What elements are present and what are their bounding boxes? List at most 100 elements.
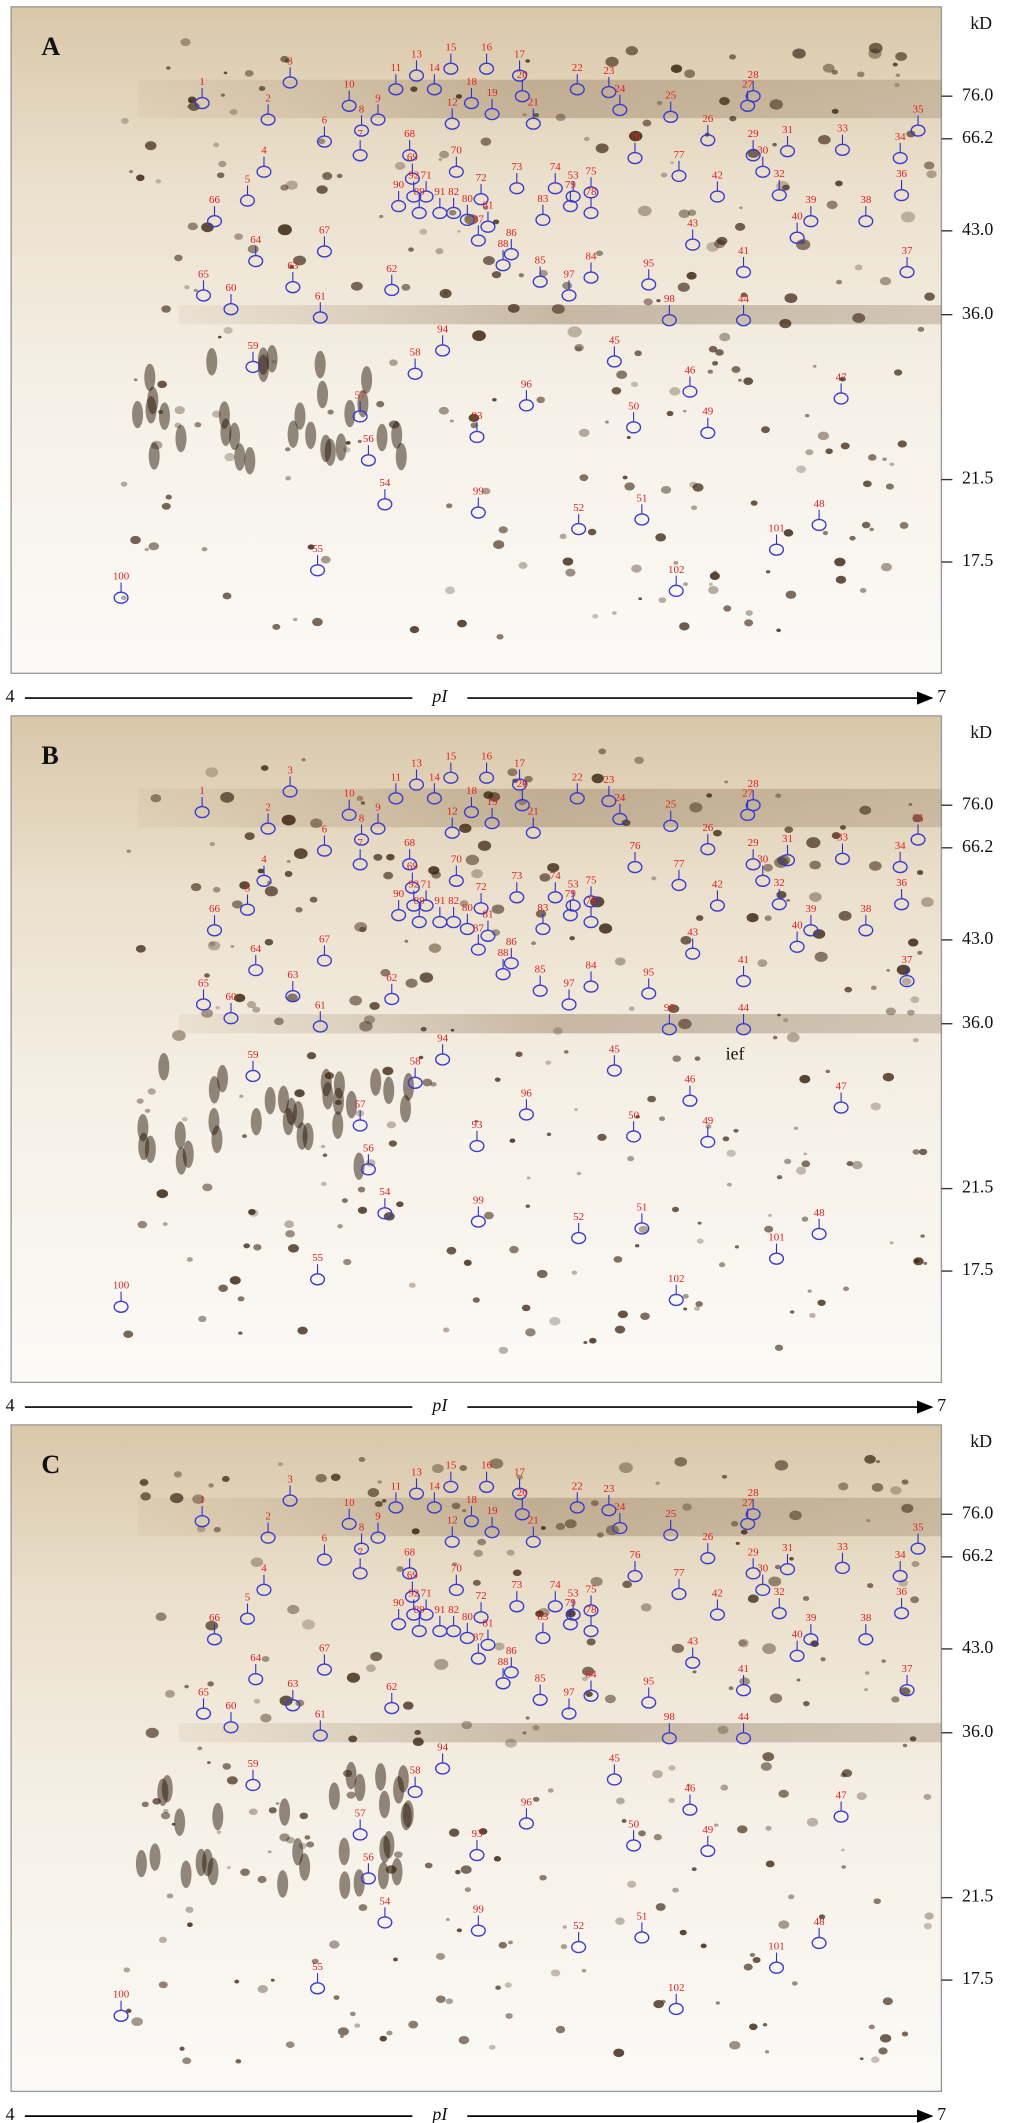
spot-circle xyxy=(700,133,716,147)
x-axis-end: 7 xyxy=(937,1395,946,1415)
mw-marker: 36.0 xyxy=(962,1721,993,1741)
gel-spot xyxy=(831,69,838,75)
spot-circle xyxy=(735,1023,752,1036)
spot-circle xyxy=(583,1689,599,1702)
gel-spot xyxy=(525,1204,531,1208)
gel-spot xyxy=(296,1122,308,1150)
gel-spot xyxy=(158,1936,167,1943)
gel-spot xyxy=(218,1284,228,1292)
spot-circle xyxy=(755,165,771,178)
spot-label: 73 xyxy=(511,870,522,882)
gel-spot xyxy=(668,1765,676,1771)
spot-label: 30 xyxy=(757,145,768,157)
gel-spot xyxy=(354,1773,366,1802)
gel-spot xyxy=(713,829,722,837)
spot-label: 21 xyxy=(528,806,539,818)
spot-label: 45 xyxy=(609,1043,620,1055)
gel-spot xyxy=(765,1860,775,1868)
spot-circle xyxy=(223,1012,239,1025)
gel-spot xyxy=(547,862,560,873)
spot-circle xyxy=(514,1508,530,1521)
gel-spot xyxy=(317,138,326,145)
spot-label: 39 xyxy=(805,1612,816,1624)
gel-spot xyxy=(207,1857,219,1886)
spot-circle xyxy=(532,275,548,288)
spot-label: 50 xyxy=(628,400,639,412)
gel-spot xyxy=(683,1307,688,1311)
gel-spot xyxy=(357,439,362,444)
gel-spot xyxy=(626,436,631,440)
spot-circle xyxy=(404,881,420,894)
gel-spot xyxy=(730,1520,739,1527)
spot-label: 51 xyxy=(636,1910,647,1922)
spot-label: 48 xyxy=(814,498,825,510)
gel-spot xyxy=(892,62,898,67)
gel-spot xyxy=(343,1258,352,1266)
spot-circle xyxy=(612,1521,628,1535)
spot-label: 90 xyxy=(393,888,404,900)
spot-circle xyxy=(626,421,642,434)
gel-spot xyxy=(145,1727,159,1738)
spot-label: 3 xyxy=(287,1473,293,1485)
gel-spot xyxy=(157,380,167,389)
spot-circle xyxy=(404,172,420,185)
spot-circle xyxy=(195,998,212,1011)
gel-spot xyxy=(614,1325,626,1334)
gel-spot xyxy=(221,1475,230,1482)
gel-spot xyxy=(670,64,683,73)
spot-circle xyxy=(626,1130,642,1143)
spot-circle xyxy=(402,1567,418,1580)
gel-spot xyxy=(315,1474,327,1483)
gel-spot xyxy=(783,529,794,537)
gel-spot xyxy=(307,544,315,550)
gel-spot xyxy=(729,2040,741,2050)
gel-spot xyxy=(726,1182,732,1187)
gel-spot xyxy=(507,768,518,777)
spot-label: 50 xyxy=(628,1109,639,1121)
spot-label: 57 xyxy=(355,389,366,401)
gel-spot xyxy=(198,1315,207,1323)
spot-circle xyxy=(408,1487,425,1500)
spot-label: 92 xyxy=(408,878,419,890)
gel-spot xyxy=(438,406,449,415)
gel-spot xyxy=(740,1529,748,1535)
spot-circle xyxy=(532,1693,548,1706)
gel-spot xyxy=(284,1220,295,1229)
spot-circle xyxy=(771,897,787,911)
gel-spot xyxy=(302,1619,315,1630)
spot-circle xyxy=(583,271,599,284)
spot-label: 52 xyxy=(573,1211,584,1223)
spot-label: 102 xyxy=(668,1273,684,1285)
gel-spot xyxy=(611,611,617,615)
gel-spot xyxy=(287,1604,300,1615)
spot-circle xyxy=(239,903,256,916)
gel-spot xyxy=(868,48,882,59)
spot-label: 79 xyxy=(565,888,576,900)
spot-circle xyxy=(384,1701,400,1715)
gel-spot xyxy=(571,1270,578,1275)
spot-label: 40 xyxy=(792,920,803,932)
spot-label: 100 xyxy=(113,571,130,583)
spot-label: 13 xyxy=(411,48,422,60)
spot-circle xyxy=(223,1721,239,1734)
gel-spot xyxy=(761,426,770,434)
spot-circle xyxy=(495,259,511,272)
gel-spot xyxy=(396,1201,404,1208)
spot-label: 55 xyxy=(312,1961,323,1973)
gel-spot xyxy=(551,304,565,314)
gel-spot xyxy=(360,801,366,805)
gel-spot xyxy=(463,1259,472,1266)
gel-spot xyxy=(430,1081,437,1087)
gel-spot xyxy=(172,1030,186,1041)
gel-spot xyxy=(155,1612,167,1622)
spot-label: 18 xyxy=(466,76,477,88)
gel-spot xyxy=(461,1720,473,1730)
gel-spot xyxy=(492,397,497,402)
gel-spot xyxy=(565,568,576,577)
spot-circle xyxy=(601,85,617,99)
spot-label: 80 xyxy=(462,902,473,914)
spot-circle xyxy=(206,215,223,228)
gel-spot xyxy=(908,938,919,947)
gel-spot xyxy=(562,557,574,566)
gel-spot xyxy=(532,1796,540,1802)
